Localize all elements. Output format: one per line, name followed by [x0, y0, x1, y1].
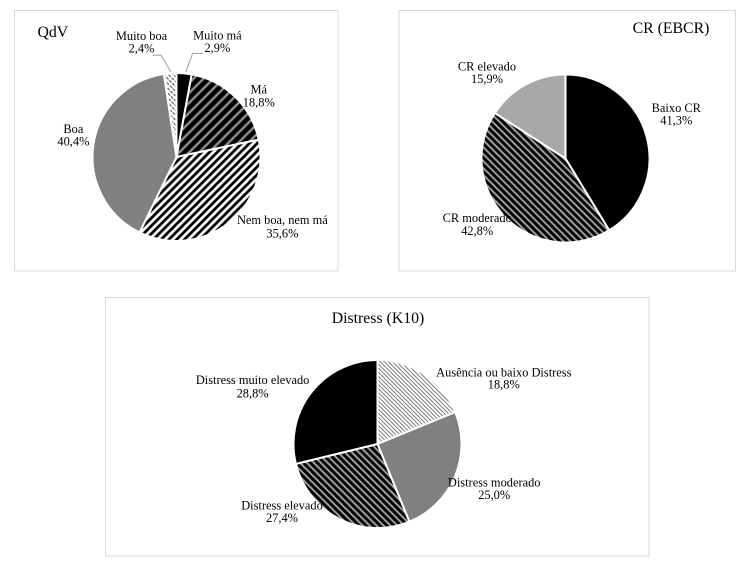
svg-text:42,8%: 42,8% [461, 224, 493, 238]
svg-text:Baixo CR: Baixo CR [652, 101, 702, 115]
svg-text:Distress muito elevado: Distress muito elevado [196, 373, 310, 387]
svg-text:18,8%: 18,8% [243, 96, 275, 110]
svg-text:18,8%: 18,8% [488, 378, 520, 392]
svg-text:2,4%: 2,4% [129, 42, 155, 56]
svg-text:Ausência ou baixo Distress: Ausência ou baixo Distress [436, 366, 571, 380]
svg-text:Muito má: Muito má [193, 28, 242, 42]
svg-text:Boa: Boa [63, 122, 83, 136]
svg-text:Muito boa: Muito boa [116, 29, 168, 43]
svg-text:41,3%: 41,3% [660, 114, 692, 128]
svg-text:40,4%: 40,4% [57, 135, 89, 149]
svg-text:2,9%: 2,9% [204, 41, 230, 55]
svg-text:Má: Má [251, 82, 268, 96]
svg-text:27,4%: 27,4% [266, 511, 298, 525]
svg-text:Distress elevado: Distress elevado [241, 499, 323, 513]
svg-text:CR elevado: CR elevado [458, 60, 516, 74]
svg-text:28,8%: 28,8% [237, 387, 269, 401]
svg-text:Distress (K10): Distress (K10) [332, 310, 425, 327]
svg-text:25,0%: 25,0% [478, 488, 510, 502]
svg-text:CR moderado: CR moderado [443, 211, 512, 225]
svg-text:QdV: QdV [38, 24, 69, 41]
svg-text:Nem boa, nem má: Nem boa, nem má [237, 213, 328, 227]
svg-text:Distress moderado: Distress moderado [448, 476, 541, 490]
svg-text:15,9%: 15,9% [471, 72, 503, 86]
svg-text:35,6%: 35,6% [266, 226, 298, 240]
svg-text:CR (EBCR): CR (EBCR) [633, 20, 710, 37]
